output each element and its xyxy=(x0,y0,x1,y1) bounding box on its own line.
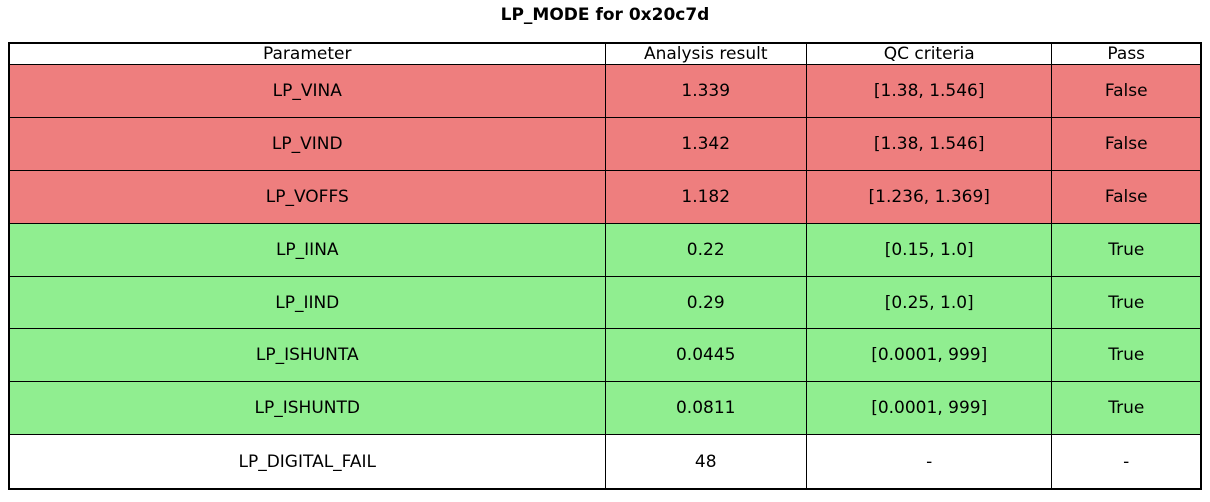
qc-results-table: Parameter Analysis result QC criteria Pa… xyxy=(8,42,1202,490)
result-cell: 0.22 xyxy=(604,222,807,277)
parameter-cell: LP_ISHUNTA xyxy=(8,328,606,383)
table-row-lp-iina: LP_IINA 0.22 [0.15, 1.0] True xyxy=(8,222,1202,277)
result-cell: 48 xyxy=(604,434,807,490)
col-header-parameter: Parameter xyxy=(8,42,606,65)
col-header-analysis-result: Analysis result xyxy=(604,42,807,65)
criteria-cell: [1.38, 1.546] xyxy=(805,64,1053,118)
table-row-lp-vina: LP_VINA 1.339 [1.38, 1.546] False xyxy=(8,64,1202,118)
result-cell: 1.342 xyxy=(604,116,807,171)
figure-title: LP_MODE for 0x20c7d xyxy=(500,5,710,25)
criteria-cell: [0.15, 1.0] xyxy=(805,222,1053,277)
pass-cell: True xyxy=(1051,328,1202,383)
header-row: Parameter Analysis result QC criteria Pa… xyxy=(8,42,1202,65)
parameter-cell: LP_IIND xyxy=(8,275,606,330)
table-row-lp-vind: LP_VIND 1.342 [1.38, 1.546] False xyxy=(8,116,1202,171)
parameter-cell: LP_VIND xyxy=(8,116,606,171)
parameter-cell: LP_DIGITAL_FAIL xyxy=(8,434,606,490)
criteria-cell: [1.38, 1.546] xyxy=(805,116,1053,171)
parameter-cell: LP_IINA xyxy=(8,222,606,277)
pass-cell: True xyxy=(1051,275,1202,330)
table-row-lp-digital-fail: LP_DIGITAL_FAIL 48 - - xyxy=(8,434,1202,490)
result-cell: 0.29 xyxy=(604,275,807,330)
table-row-lp-iind: LP_IIND 0.29 [0.25, 1.0] True xyxy=(8,275,1202,330)
pass-cell: False xyxy=(1051,169,1202,224)
table-row-lp-voffs: LP_VOFFS 1.182 [1.236, 1.369] False xyxy=(8,169,1202,224)
result-cell: 1.339 xyxy=(604,64,807,118)
pass-cell: False xyxy=(1051,116,1202,171)
criteria-cell: [1.236, 1.369] xyxy=(805,169,1053,224)
pass-cell: True xyxy=(1051,381,1202,436)
criteria-cell: [0.25, 1.0] xyxy=(805,275,1053,330)
col-header-pass: Pass xyxy=(1051,42,1202,65)
parameter-cell: LP_VINA xyxy=(8,64,606,118)
criteria-cell: - xyxy=(805,434,1053,490)
criteria-cell: [0.0001, 999] xyxy=(805,381,1053,436)
result-cell: 0.0445 xyxy=(604,328,807,383)
parameter-cell: LP_VOFFS xyxy=(8,169,606,224)
table-row-lp-ishunta: LP_ISHUNTA 0.0445 [0.0001, 999] True xyxy=(8,328,1202,383)
pass-cell: True xyxy=(1051,222,1202,277)
pass-cell: False xyxy=(1051,64,1202,118)
col-header-qc-criteria: QC criteria xyxy=(805,42,1053,65)
table-row-lp-ishuntd: LP_ISHUNTD 0.0811 [0.0001, 999] True xyxy=(8,381,1202,436)
pass-cell: - xyxy=(1051,434,1202,490)
parameter-cell: LP_ISHUNTD xyxy=(8,381,606,436)
criteria-cell: [0.0001, 999] xyxy=(805,328,1053,383)
result-cell: 1.182 xyxy=(604,169,807,224)
result-cell: 0.0811 xyxy=(604,381,807,436)
